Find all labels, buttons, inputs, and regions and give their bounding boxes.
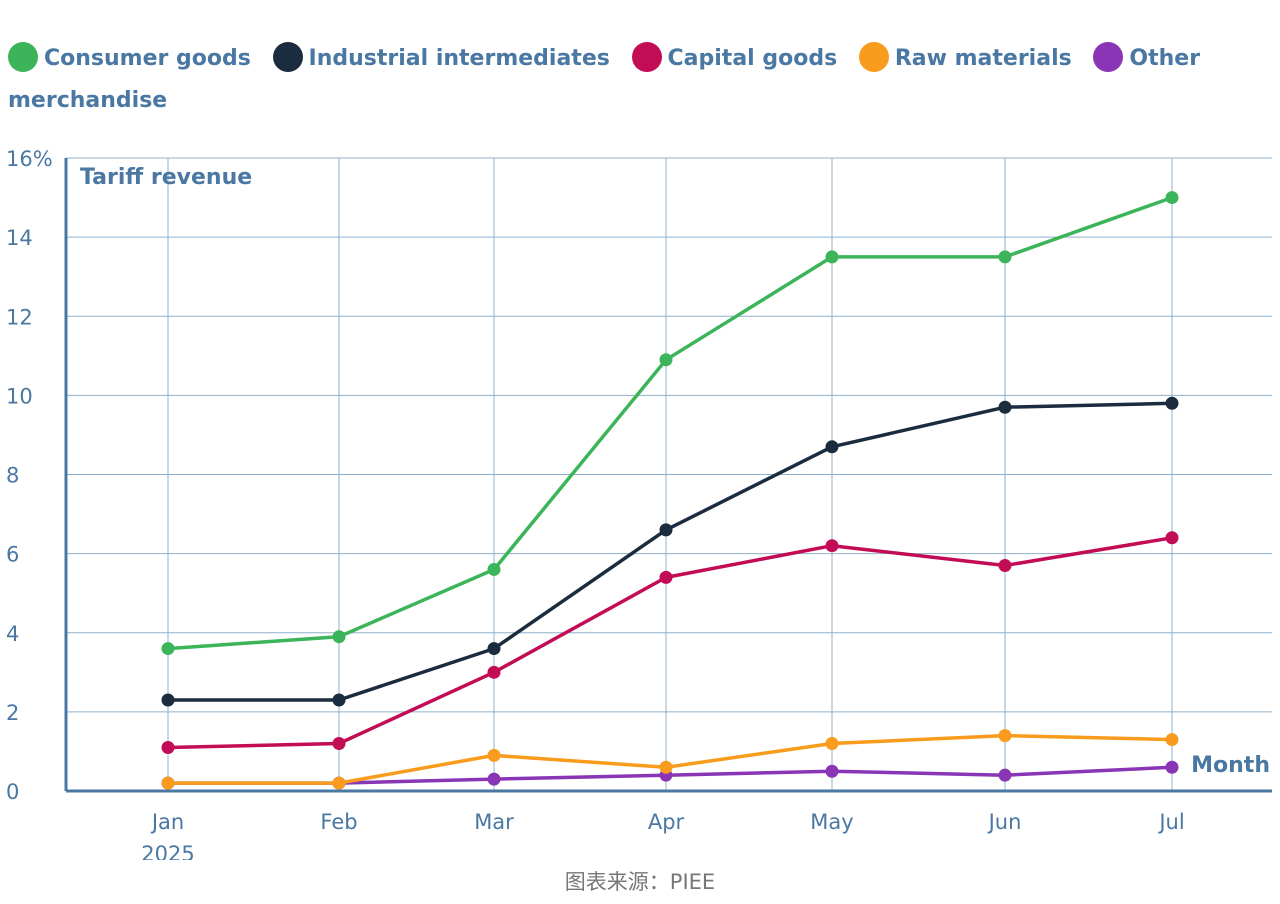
data-point-industrial-intermediates bbox=[487, 642, 501, 656]
x-tick-label: Mar bbox=[474, 810, 514, 834]
data-point-industrial-intermediates bbox=[332, 693, 346, 707]
x-tick-label: Apr bbox=[648, 810, 685, 834]
data-point-consumer-goods bbox=[825, 250, 839, 264]
data-point-consumer-goods bbox=[659, 353, 673, 367]
data-point-consumer-goods bbox=[161, 642, 175, 656]
data-point-capital-goods bbox=[825, 539, 839, 553]
legend-marker bbox=[8, 42, 38, 72]
data-point-raw-materials bbox=[332, 776, 346, 790]
legend-marker bbox=[631, 42, 662, 72]
legend-item-consumer-goods: Consumer goods bbox=[8, 42, 251, 72]
legend-label: Other merchandise bbox=[8, 46, 1201, 113]
legend-label: Raw materials bbox=[894, 46, 1072, 71]
x-tick-label: May bbox=[810, 810, 853, 834]
legend-label: Consumer goods bbox=[44, 46, 251, 71]
data-point-industrial-intermediates bbox=[1165, 396, 1179, 410]
chart-source: 图表来源：PIEE bbox=[564, 870, 716, 894]
data-point-capital-goods bbox=[161, 740, 175, 754]
legend-item-raw-materials: Raw materials bbox=[858, 42, 1072, 72]
x-tick-label: Jan bbox=[150, 810, 184, 834]
series-line-industrial-intermediates bbox=[168, 401, 1173, 702]
legend-label: Industrial intermediates bbox=[308, 46, 610, 71]
series-line-capital-goods bbox=[167, 536, 1173, 750]
data-point-industrial-intermediates bbox=[825, 440, 839, 454]
data-point-raw-materials bbox=[161, 776, 175, 790]
data-point-capital-goods bbox=[1165, 531, 1179, 545]
y-axis-title: Tariff revenue bbox=[80, 165, 252, 190]
data-point-consumer-goods bbox=[1165, 191, 1179, 205]
chart-legend: Consumer goods Industrial intermediates … bbox=[8, 38, 1268, 122]
data-point-raw-materials bbox=[487, 748, 501, 762]
data-point-consumer-goods bbox=[998, 250, 1012, 264]
data-point-raw-materials bbox=[825, 737, 839, 751]
data-point-consumer-goods bbox=[332, 630, 346, 644]
y-tick-label: 6 bbox=[6, 543, 19, 567]
legend-marker bbox=[272, 42, 303, 72]
legend-item-capital-goods: Capital goods bbox=[631, 42, 838, 72]
x-year-label: 2025 bbox=[141, 842, 194, 860]
y-tick-label: 10 bbox=[6, 384, 33, 408]
data-point-raw-materials bbox=[1165, 733, 1179, 747]
y-tick-label: 8 bbox=[6, 464, 19, 488]
data-point-other-merchandise bbox=[825, 764, 839, 778]
data-point-raw-materials bbox=[659, 760, 673, 774]
data-point-other-merchandise bbox=[998, 768, 1012, 782]
legend-marker bbox=[858, 42, 889, 72]
y-tick-label: 2 bbox=[6, 701, 19, 725]
data-point-capital-goods bbox=[332, 737, 346, 751]
y-tick-label: 0 bbox=[6, 780, 19, 804]
data-point-consumer-goods bbox=[487, 562, 501, 576]
y-tick-label: 4 bbox=[6, 622, 19, 646]
data-point-raw-materials bbox=[998, 729, 1012, 743]
line-chart: 0 2 4 6 8 10 12 14 16% Jan Feb Mar Apr May Jun Jul 2025 T… bbox=[6, 147, 1272, 860]
legend-item-other-merchandise: Other merchandise bbox=[8, 42, 1201, 113]
data-point-other-merchandise bbox=[487, 772, 501, 786]
x-tick-label: Jun bbox=[987, 810, 1022, 834]
data-point-capital-goods bbox=[998, 558, 1012, 572]
legend-label: Capital goods bbox=[667, 46, 838, 71]
data-point-capital-goods bbox=[487, 665, 501, 679]
x-tick-label: Feb bbox=[320, 810, 357, 834]
x-axis-title: Month bbox=[1191, 753, 1270, 778]
data-point-industrial-intermediates bbox=[659, 523, 673, 537]
legend-item-industrial-intermediates: Industrial intermediates bbox=[272, 42, 610, 72]
legend-marker bbox=[1093, 42, 1124, 72]
y-tick-label: 16% bbox=[6, 147, 53, 171]
x-tick-label: Jul bbox=[1157, 810, 1184, 834]
y-tick-label: 12 bbox=[6, 305, 33, 329]
data-point-industrial-intermediates bbox=[998, 400, 1012, 414]
data-point-industrial-intermediates bbox=[161, 693, 175, 707]
data-point-other-merchandise bbox=[1165, 760, 1179, 774]
y-tick-label: 14 bbox=[6, 226, 33, 250]
data-point-capital-goods bbox=[659, 570, 673, 584]
